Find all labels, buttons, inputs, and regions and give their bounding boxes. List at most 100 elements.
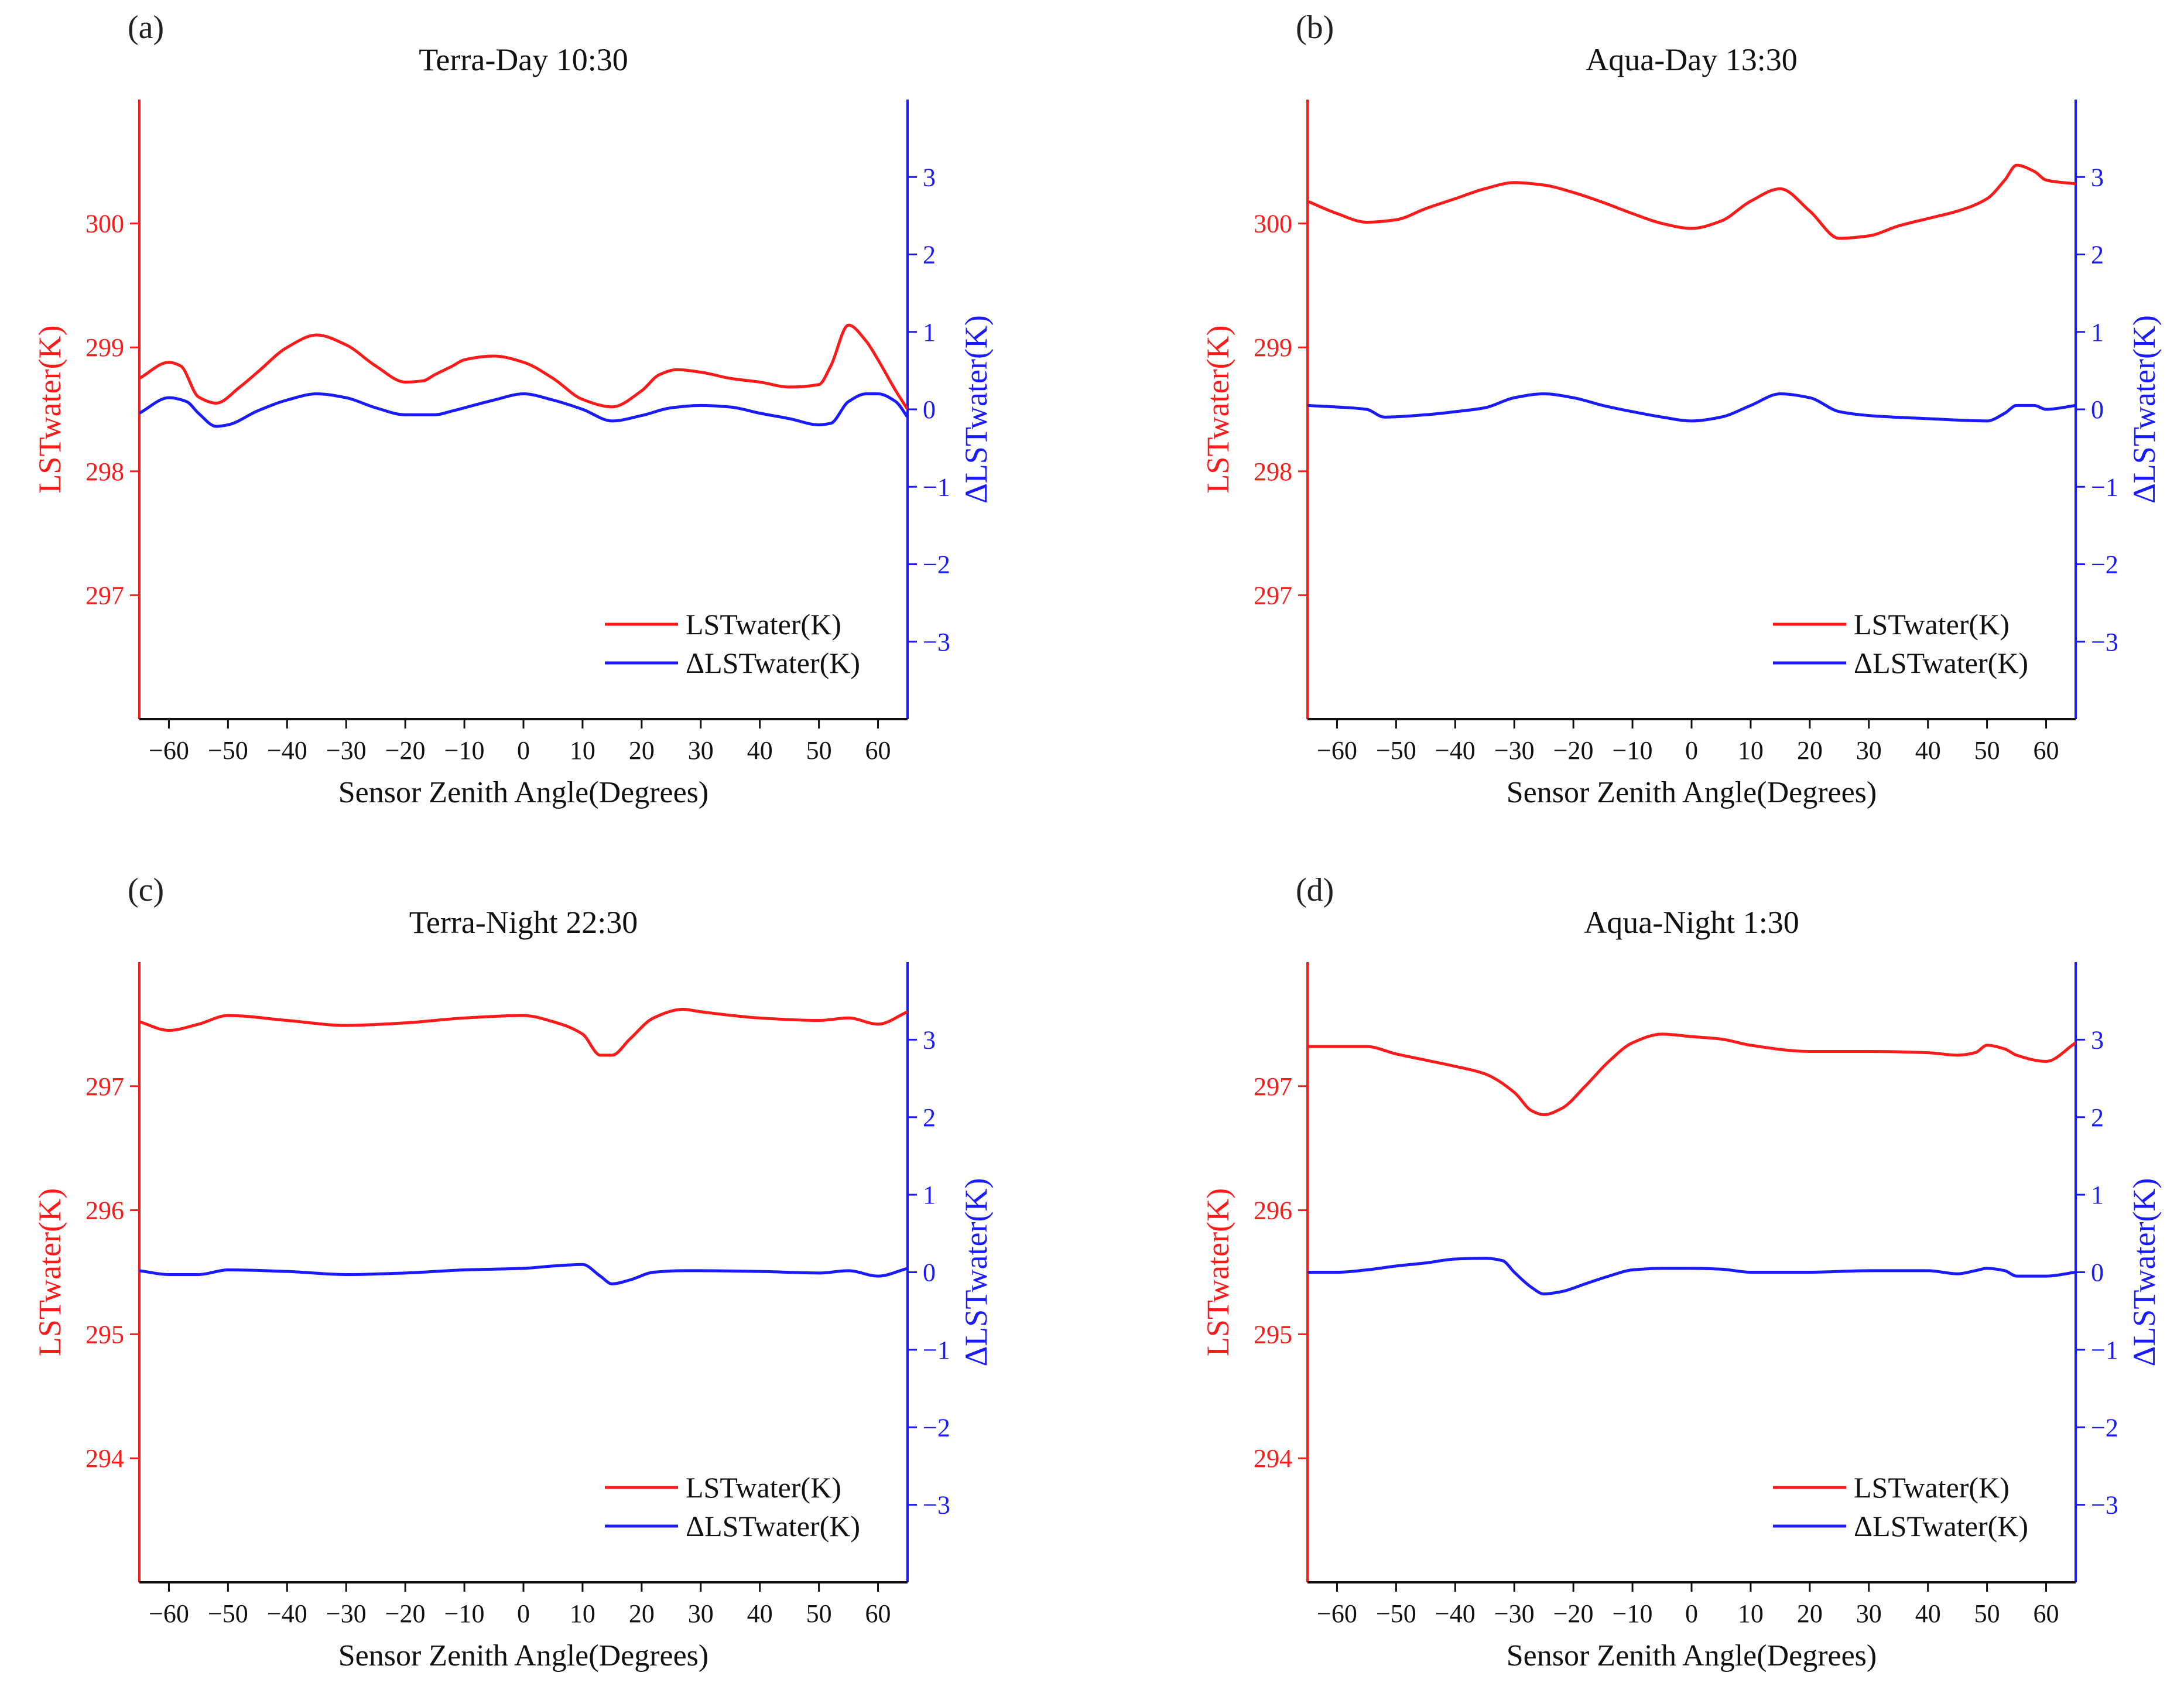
x-tick-label: −30 — [326, 1599, 367, 1628]
left-y-tick-label: 300 — [85, 210, 124, 238]
x-tick-label: −50 — [1376, 1599, 1416, 1628]
x-tick-label: 50 — [806, 1599, 832, 1628]
x-tick-label: −40 — [1435, 736, 1476, 765]
right-y-tick-label: −3 — [2091, 1491, 2118, 1520]
x-tick-label: −20 — [1553, 1599, 1594, 1628]
left-y-axis-label: LSTwater(K) — [32, 1188, 67, 1356]
x-tick-label: −40 — [267, 1599, 307, 1628]
right-y-tick-label: 3 — [2091, 163, 2104, 191]
series-line-delta-lstwater — [139, 1263, 908, 1285]
x-tick-label: −50 — [208, 736, 248, 765]
left-y-axis-label: LSTwater(K) — [1200, 325, 1235, 493]
x-tick-label: 10 — [1738, 1599, 1764, 1628]
right-y-tick-label: 2 — [923, 241, 936, 269]
left-y-tick-label: 297 — [85, 1072, 124, 1101]
x-tick-label: −20 — [1553, 736, 1594, 765]
x-tick-label: 60 — [865, 736, 891, 765]
series-line-lstwater — [1307, 163, 2076, 240]
left-y-tick-label: 297 — [1254, 581, 1292, 610]
x-tick-label: 40 — [1915, 736, 1941, 765]
x-tick-label: −30 — [326, 736, 367, 765]
x-tick-label: −60 — [1317, 736, 1357, 765]
x-axis-label: Sensor Zenith Angle(Degrees) — [338, 1639, 708, 1673]
x-tick-label: −10 — [444, 736, 485, 765]
x-tick-label: 30 — [688, 1599, 714, 1628]
left-y-tick-label: 299 — [1254, 333, 1292, 362]
x-tick-label: 10 — [570, 1599, 595, 1628]
right-y-tick-label: 3 — [2091, 1025, 2104, 1054]
left-y-tick-label: 294 — [1254, 1444, 1292, 1473]
left-y-tick-label: 298 — [1254, 457, 1292, 486]
x-tick-label: 20 — [1797, 736, 1823, 765]
series-line-delta-lstwater — [1307, 1257, 2076, 1296]
panel-label: (b) — [1296, 9, 1334, 46]
x-tick-label: 60 — [2034, 1599, 2059, 1628]
chart-title: Terra-Day 10:30 — [419, 42, 628, 77]
legend-entry: LSTwater(K) — [1854, 1471, 2010, 1504]
x-tick-label: 10 — [570, 736, 595, 765]
x-tick-label: −50 — [1376, 736, 1416, 765]
left-y-axis-label: LSTwater(K) — [1200, 1188, 1235, 1356]
series-line-lstwater — [139, 323, 908, 411]
series-line-lstwater — [1307, 1032, 2076, 1117]
x-axis-label: Sensor Zenith Angle(Degrees) — [1507, 1639, 1877, 1673]
left-y-tick-label: 297 — [85, 581, 124, 610]
right-y-tick-label: 0 — [923, 395, 936, 424]
x-tick-label: 50 — [806, 736, 832, 765]
x-tick-label: −30 — [1494, 1599, 1535, 1628]
right-y-tick-label: 3 — [923, 163, 936, 191]
x-tick-label: −40 — [1435, 1599, 1476, 1628]
x-tick-label: −20 — [385, 1599, 426, 1628]
x-axis-label: Sensor Zenith Angle(Degrees) — [338, 776, 708, 809]
legend-entry: ΔLSTwater(K) — [1854, 1510, 2028, 1542]
x-tick-label: 30 — [1856, 736, 1882, 765]
x-tick-label: −10 — [1613, 736, 1653, 765]
right-y-axis-label: ΔLSTwater(K) — [2127, 1178, 2162, 1367]
right-y-tick-label: 1 — [923, 318, 936, 347]
right-y-tick-label: 3 — [923, 1025, 936, 1054]
x-tick-label: 0 — [1685, 736, 1698, 765]
legend: LSTwater(K) ΔLSTwater(K) — [605, 608, 860, 679]
x-tick-label: 40 — [1915, 1599, 1941, 1628]
left-y-axis-label: LSTwater(K) — [32, 325, 67, 493]
legend-entry: LSTwater(K) — [686, 608, 841, 641]
right-y-tick-label: −1 — [923, 473, 950, 501]
x-tick-label: 20 — [629, 736, 655, 765]
x-tick-label: 0 — [517, 1599, 530, 1628]
chart-panel-4: (d)Aqua-Night 1:30294295296297−3−2−10123… — [1200, 872, 2162, 1673]
left-y-tick-label: 299 — [85, 333, 124, 362]
left-y-tick-label: 296 — [1254, 1196, 1292, 1225]
left-y-tick-label: 295 — [85, 1320, 124, 1349]
right-y-tick-label: 0 — [923, 1258, 936, 1287]
right-y-tick-label: −3 — [923, 1491, 950, 1520]
series-line-lstwater — [139, 1007, 908, 1057]
right-y-tick-label: 2 — [2091, 241, 2104, 269]
right-y-tick-label: 2 — [923, 1103, 936, 1132]
right-y-tick-label: 1 — [2091, 1181, 2104, 1209]
x-tick-label: 0 — [1685, 1599, 1698, 1628]
x-tick-label: −60 — [149, 1599, 189, 1628]
left-y-tick-label: 300 — [1254, 210, 1292, 238]
right-y-tick-label: 2 — [2091, 1103, 2104, 1132]
x-tick-label: −60 — [1317, 1599, 1357, 1628]
chart-title: Terra-Night 22:30 — [409, 905, 638, 940]
legend-entry: LSTwater(K) — [1854, 608, 2010, 641]
panel-label: (a) — [128, 9, 164, 46]
x-tick-label: −40 — [267, 736, 307, 765]
right-y-axis-label: ΔLSTwater(K) — [2127, 315, 2162, 504]
x-tick-label: −10 — [444, 1599, 485, 1628]
right-y-tick-label: −2 — [923, 550, 950, 579]
legend: LSTwater(K) ΔLSTwater(K) — [1773, 1471, 2028, 1542]
right-y-tick-label: 0 — [2091, 1258, 2104, 1287]
x-tick-label: −60 — [149, 736, 189, 765]
x-tick-label: 20 — [629, 1599, 655, 1628]
x-tick-label: −30 — [1494, 736, 1535, 765]
chart-title: Aqua-Day 13:30 — [1586, 42, 1797, 77]
right-y-tick-label: −1 — [2091, 1336, 2118, 1364]
x-tick-label: −20 — [385, 736, 426, 765]
x-tick-label: 50 — [1974, 1599, 2000, 1628]
right-y-tick-label: −1 — [923, 1336, 950, 1364]
left-y-tick-label: 294 — [85, 1444, 124, 1473]
right-y-tick-label: −3 — [923, 628, 950, 656]
